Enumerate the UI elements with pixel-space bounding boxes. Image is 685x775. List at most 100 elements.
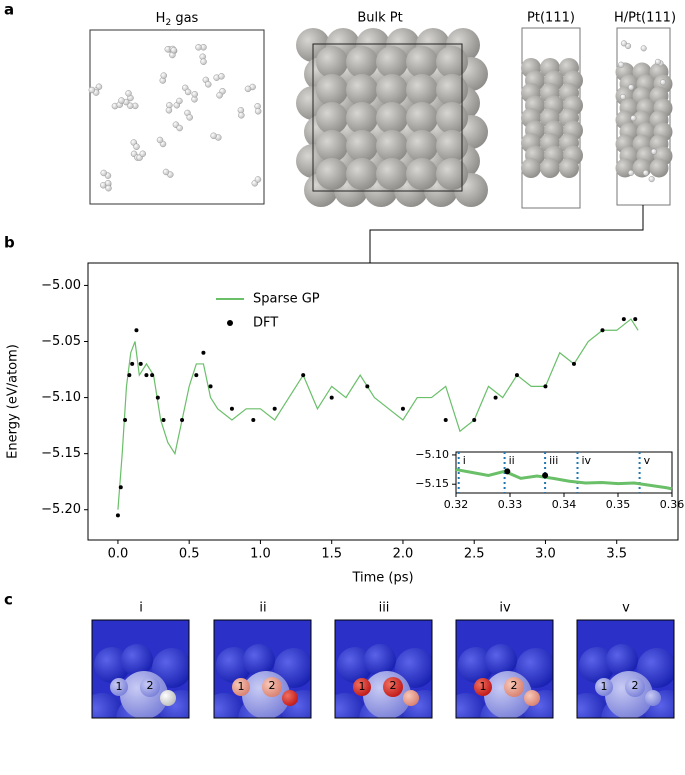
x-tick-label: 0.32 (444, 498, 469, 511)
pt-atom (436, 130, 468, 162)
atom-label: 1 (359, 680, 366, 693)
panel-a-title: Bulk Pt (357, 11, 402, 26)
pt-atom (485, 644, 517, 676)
h-atom (254, 176, 262, 183)
h2-title-part: H (156, 11, 166, 26)
marker-label: v (644, 454, 651, 467)
pt-atom (637, 648, 674, 688)
pt-atom (274, 648, 311, 688)
atom-label: 2 (147, 679, 154, 692)
pt-atom (540, 158, 560, 178)
h-atom (105, 184, 112, 192)
pt-atom (364, 644, 396, 676)
h-atom (650, 148, 657, 155)
data-point (123, 418, 128, 423)
pt-atom (516, 648, 553, 688)
x-tick-label: 3.0 (535, 547, 556, 562)
h-atom (186, 114, 193, 121)
pt-atom (216, 647, 252, 683)
snapshot (92, 620, 189, 718)
x-tick-label: 0.34 (552, 498, 577, 511)
pt-atom (346, 46, 378, 78)
pt-atom (436, 74, 468, 106)
h-atom (628, 84, 635, 91)
pt-atom (152, 648, 189, 688)
h-atom (156, 136, 164, 144)
h-atom (353, 678, 371, 696)
h-atom (127, 102, 134, 109)
atom-label: 1 (601, 680, 608, 693)
pt-atom (376, 74, 408, 106)
frame (91, 619, 190, 719)
h-atom (524, 690, 540, 706)
pt-atom (577, 693, 609, 718)
h-atom (118, 97, 125, 104)
atom-label: 1 (480, 680, 487, 693)
frame (576, 619, 675, 719)
h-atom (627, 169, 635, 176)
panel-label: c (4, 591, 13, 609)
series-line (455, 468, 673, 491)
x-tick-label: 2.0 (393, 547, 414, 562)
h-atom (474, 678, 492, 696)
data-point (504, 468, 511, 475)
data-point (365, 384, 370, 389)
h-atom (504, 677, 524, 697)
pt-atom (395, 648, 432, 688)
data-point (400, 406, 405, 411)
y-tick-label: −5.00 (41, 278, 81, 293)
h-atom (648, 176, 655, 183)
h-atom (139, 150, 146, 158)
plot: 0.0 0.5 1.0 1.5 2.0 2.5 3.0 3.5 −5.20 −5.15 −5.10 −… (6, 262, 684, 586)
h-atom (595, 678, 613, 696)
snapshot (456, 620, 553, 718)
pt-atom (436, 102, 468, 134)
y-tick-label: −5.10 (41, 390, 81, 405)
pt-atom (94, 647, 130, 683)
y-tick-label: −5.20 (41, 502, 81, 517)
data-point (633, 317, 638, 322)
x-tick-label: 1.5 (321, 547, 342, 562)
data-point (621, 317, 626, 322)
data-point (161, 418, 166, 423)
data-point (118, 485, 123, 490)
plot-frame (87, 262, 679, 541)
atom-label: 2 (511, 679, 518, 692)
atom-label: 2 (269, 679, 276, 692)
h-atom (88, 86, 96, 94)
pt-atom (335, 693, 367, 718)
data-point (194, 373, 199, 378)
h-atom (184, 88, 192, 96)
data-point (329, 395, 334, 400)
h-atom (216, 92, 223, 99)
h-atom (100, 169, 107, 177)
marker-label: ii (509, 454, 515, 467)
marker-label: iv (582, 454, 592, 467)
h-atom (195, 44, 202, 51)
data-point (201, 350, 206, 355)
y-tick-label: −5.10 (415, 448, 449, 461)
x-tick-label: 0.35 (606, 498, 631, 511)
pt-atom (521, 158, 541, 178)
pt-atom (316, 158, 348, 190)
frame-title: i (139, 601, 143, 616)
pt-atom (346, 102, 378, 134)
data-point (600, 328, 605, 333)
pt-atom (456, 693, 488, 718)
pt-atom (649, 158, 669, 178)
frame-title: ii (259, 601, 266, 616)
h-atom (262, 677, 282, 697)
legend-label: Sparse GP (253, 292, 320, 307)
h-atom (218, 73, 225, 80)
pt-atom (458, 647, 494, 683)
x-tick-label: 1.0 (250, 547, 271, 562)
y-tick-label: −5.15 (41, 446, 81, 461)
pt-atom (316, 130, 348, 162)
frame (213, 619, 312, 719)
cell-box (312, 43, 463, 192)
pt-atom (559, 158, 579, 178)
atom-label: 2 (632, 679, 639, 692)
panel-label: a (4, 1, 14, 19)
pt-atom (632, 158, 652, 178)
